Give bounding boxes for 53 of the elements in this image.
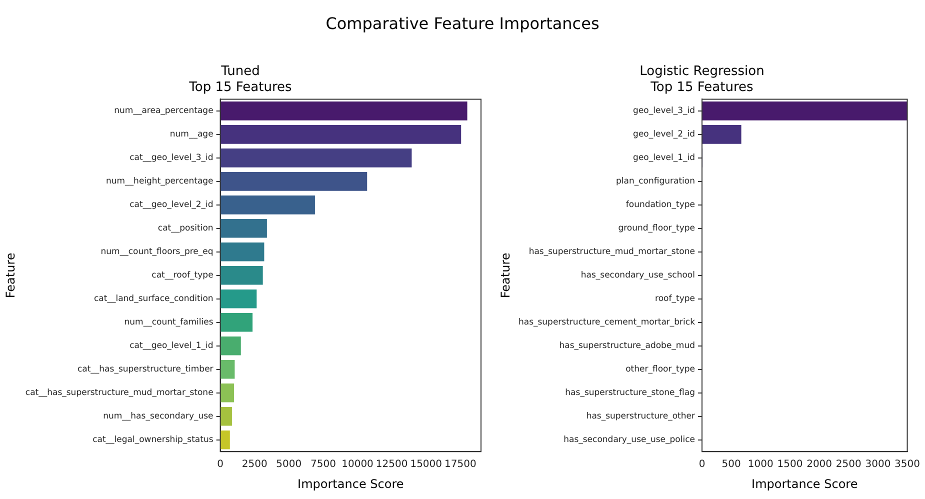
x-tick-label: 2500 <box>242 459 268 470</box>
x-tick-label: 17500 <box>444 459 476 470</box>
chart-subtitle: Tuned Top 15 Features <box>188 64 292 95</box>
y-tick-label: foundation_type <box>626 200 695 210</box>
y-tick-label: has_secondary_use_school <box>580 270 695 281</box>
y-tick-label: num__area_percentage <box>114 106 214 116</box>
y-tick-label: geo_level_2_id <box>633 130 695 140</box>
x-tick-label: 3500 <box>894 459 920 470</box>
y-axis-title: Feature <box>3 252 18 298</box>
y-tick-label: geo_level_3_id <box>633 106 695 116</box>
chart-subtitle: Logistic Regression Top 15 Features <box>640 64 764 95</box>
y-tick-label: num__count_floors_pre_eq <box>100 247 214 258</box>
x-tick-label: 2500 <box>836 459 862 470</box>
y-tick-label: cat__geo_level_3_id <box>130 153 214 164</box>
y-tick-label: cat__geo_level_1_id <box>130 341 214 352</box>
y-tick-label: cat__legal_ownership_status <box>92 435 214 446</box>
y-tick-label: has_superstructure_other <box>586 412 696 422</box>
y-tick-label: num__has_secondary_use <box>103 412 214 422</box>
y-tick-label: has_secondary_use_use_police <box>564 435 695 446</box>
x-tick-label: 12500 <box>376 459 408 470</box>
y-tick-label: geo_level_1_id <box>633 153 695 164</box>
y-tick-label: cat__has_superstructure_mud_mortar_stone <box>25 388 214 398</box>
x-axis-title: Importance Score <box>752 476 858 491</box>
x-tick-label: 0 <box>217 459 224 470</box>
y-tick-label: has_superstructure_adobe_mud <box>559 341 695 352</box>
x-tick-label: 2000 <box>806 459 832 470</box>
x-tick-label: 3000 <box>865 459 891 470</box>
x-tick-label: 5000 <box>276 459 302 470</box>
y-tick-label: num__age <box>170 130 214 140</box>
y-tick-label: has_superstructure_stone_flag <box>565 388 695 398</box>
y-tick-label: cat__geo_level_2_id <box>130 200 214 210</box>
y-tick-label: cat__position <box>158 224 214 234</box>
chart-title: Comparative Feature Importances <box>324 14 600 33</box>
x-tick-label: 500 <box>722 459 741 470</box>
x-tick-label: 7500 <box>310 459 336 470</box>
y-axis-title: Feature <box>498 252 512 298</box>
x-tick-label: 0 <box>698 459 706 470</box>
y-tick-label: cat__roof_type <box>152 270 214 281</box>
y-tick-label: cat__has_superstructure_timber <box>77 364 214 375</box>
x-tick-label: 1000 <box>748 459 774 470</box>
y-tick-label: has_superstructure_mud_mortar_stone <box>528 247 695 258</box>
x-tick-label: 10000 <box>342 459 374 470</box>
y-tick-label: has_superstructure_cement_mortar_brick <box>518 318 696 328</box>
x-tick-label: 15000 <box>410 459 442 470</box>
x-tick-label: 1500 <box>777 459 803 470</box>
x-axis-title: Importance Score <box>298 476 404 491</box>
y-tick-label: num__height_percentage <box>106 176 214 187</box>
y-tick-label: roof_type <box>655 294 695 304</box>
y-tick-label: num__count_families <box>124 318 214 328</box>
y-tick-label: plan_configuration <box>616 176 695 187</box>
y-tick-label: cat__land_surface_condition <box>94 294 214 304</box>
y-tick-label: ground_floor_type <box>618 224 695 234</box>
y-tick-label: other_floor_type <box>626 364 695 375</box>
